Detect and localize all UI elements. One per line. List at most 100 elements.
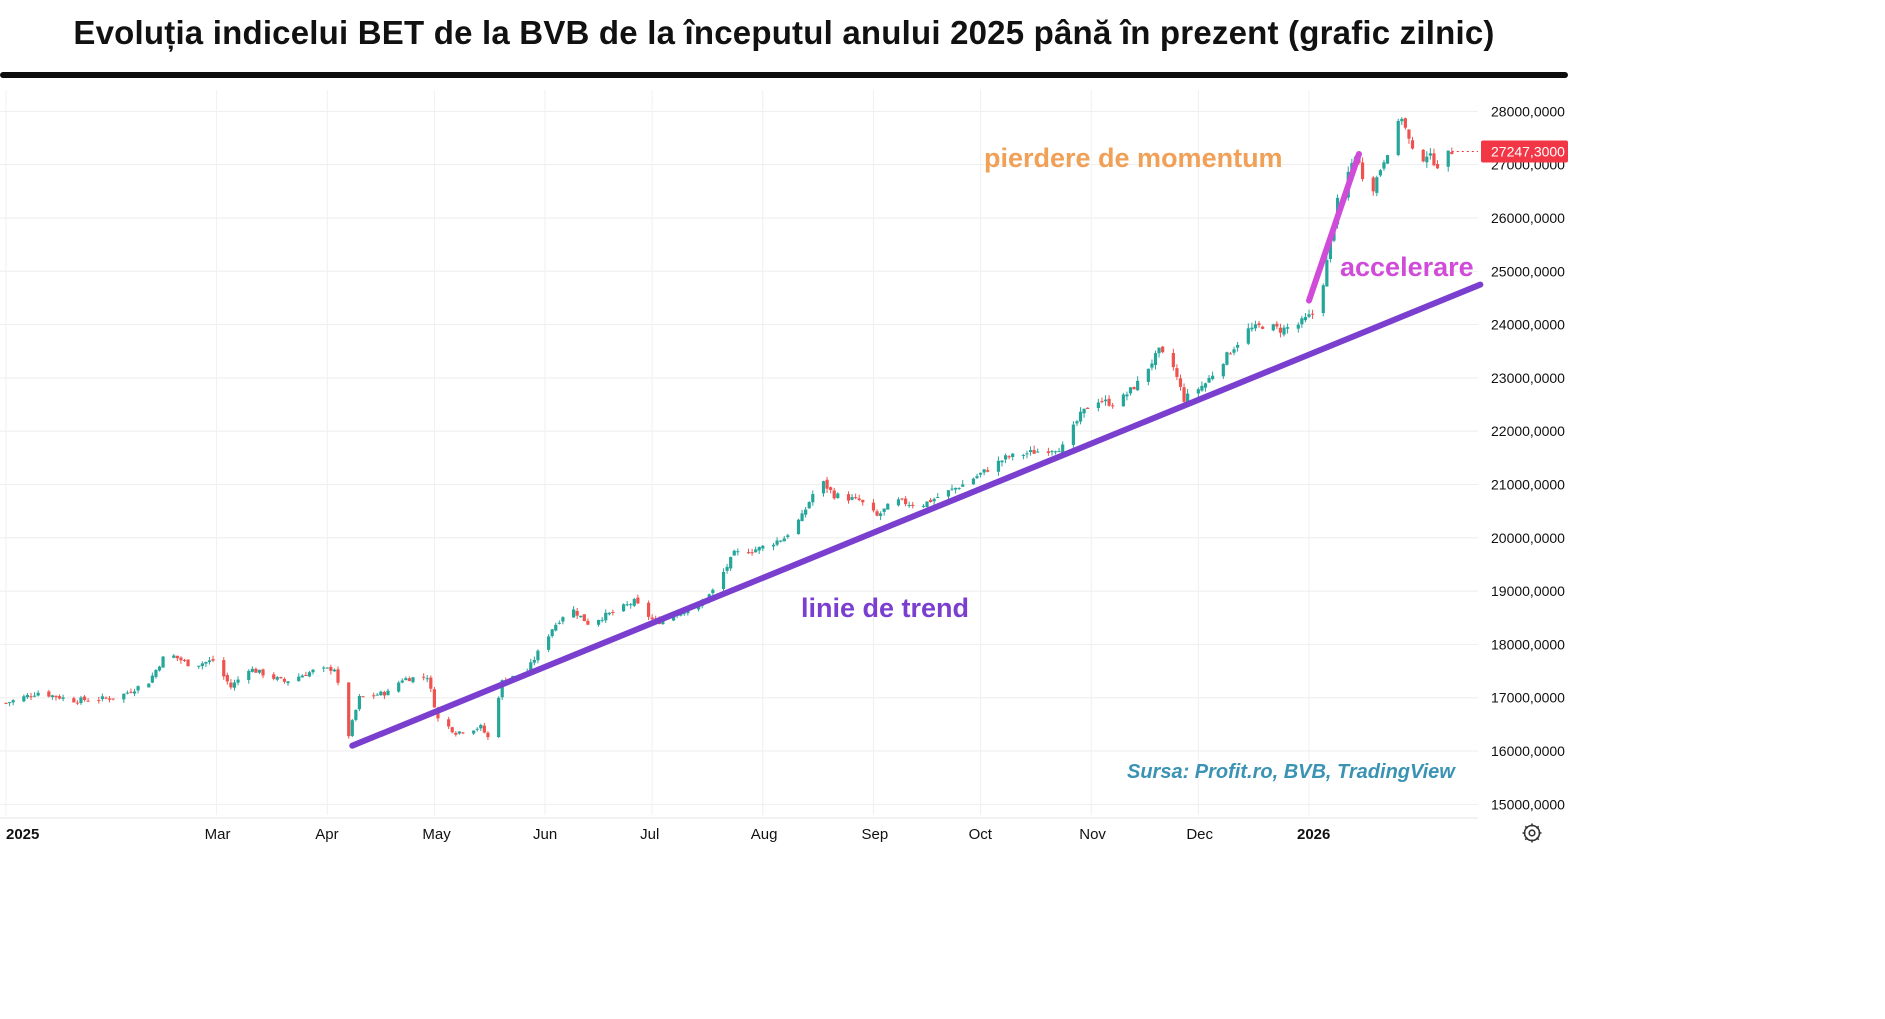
candle-body (536, 650, 540, 661)
candle-body (372, 695, 376, 697)
candle-body (836, 493, 840, 499)
candle-body (482, 725, 486, 733)
candle-body (311, 669, 315, 673)
candle-body (1246, 328, 1250, 344)
candle-body (721, 571, 726, 590)
candle-body (975, 476, 979, 479)
candle-body (132, 691, 137, 694)
candle-body (1053, 451, 1058, 453)
candle-body (982, 469, 986, 473)
y-tick-label: 15000,0000 (1491, 796, 1565, 812)
candle-body (1300, 318, 1304, 325)
candle-body (186, 659, 190, 667)
last-price-tag: 27247,3000 (1451, 140, 1568, 163)
candle-body (104, 697, 108, 699)
y-tick-label: 26000,0000 (1491, 210, 1565, 226)
candle-body (650, 617, 654, 620)
last-price-text: 27247,3000 (1491, 143, 1565, 159)
trendline (349, 281, 1484, 749)
candle-body (1036, 451, 1040, 453)
candle-body (1071, 424, 1075, 445)
candle-body (1378, 170, 1382, 176)
candle-body (529, 662, 533, 671)
candle-body (1057, 451, 1061, 453)
y-tick-label: 18000,0000 (1491, 636, 1565, 652)
y-tick-label: 28000,0000 (1491, 103, 1565, 119)
candle-body (953, 487, 958, 490)
candle-body (361, 696, 365, 698)
candle-body (1285, 327, 1290, 329)
drawn-lines (349, 150, 1484, 749)
candle-body (996, 460, 1001, 472)
y-tick-label: 25000,0000 (1491, 263, 1565, 279)
x-tick-label: Oct (969, 826, 993, 843)
candle-body (232, 682, 237, 688)
candle-body (25, 695, 30, 698)
x-tick-label: Jul (640, 826, 659, 843)
x-axis: 2025 Mar Apr May Jun Jul Aug Sep Oct Nov Dec 2026 (0, 817, 1478, 843)
candle-body (911, 504, 915, 506)
candle-body (422, 676, 426, 678)
candle-body (1146, 368, 1150, 382)
candle-body (804, 509, 808, 515)
candle-body (779, 540, 783, 542)
chart-title: Evoluția indicelui BET de la BVB de la î… (73, 14, 1495, 51)
candle-body (561, 617, 565, 622)
candle-body (900, 498, 904, 500)
candle-body (379, 691, 383, 696)
candle-body (200, 663, 204, 667)
candle-body (350, 720, 354, 736)
candle-body (1021, 455, 1026, 457)
candle-body (1046, 451, 1050, 453)
candle-body (4, 702, 8, 704)
candle-body (1132, 386, 1136, 390)
candle-body (1400, 118, 1404, 122)
candle-body (72, 698, 76, 703)
candle-body (204, 662, 208, 664)
gear-icon[interactable] (1521, 822, 1543, 844)
candle-body (857, 498, 861, 501)
candle-body (386, 690, 390, 696)
candle-body (936, 497, 940, 499)
x-tick-label: Apr (315, 826, 338, 843)
candle-body (1086, 407, 1090, 410)
candle-body (1310, 313, 1315, 315)
candle-body (1150, 363, 1154, 368)
candle-body (457, 731, 461, 734)
candle-body (1421, 149, 1425, 162)
x-tick-label: May (422, 826, 451, 843)
candle-body (921, 505, 926, 507)
candle-body (1278, 327, 1283, 333)
candle-body (1107, 398, 1111, 406)
candle-body (832, 490, 836, 499)
candle-body (1157, 347, 1161, 354)
candle-body (582, 614, 586, 622)
title-divider (0, 72, 1568, 78)
candle-body (886, 503, 890, 510)
y-axis: 15000,0000 16000,0000 17000,0000 18000,0000… (1491, 103, 1565, 812)
candle-body (1325, 259, 1329, 287)
candle-body (347, 682, 351, 737)
candle-body (1321, 285, 1325, 314)
candle-body (432, 689, 436, 708)
candle-body (97, 700, 101, 702)
bet-index-chart[interactable]: 15000,0000 16000,0000 17000,0000 18000,0000… (0, 0, 1568, 848)
candle-body (871, 502, 876, 511)
candle-body (950, 488, 954, 490)
candle-body (472, 730, 476, 734)
candle-body (336, 669, 340, 683)
candle-body (686, 610, 690, 614)
candle-body (586, 620, 590, 625)
candle-body (250, 668, 254, 672)
candle-body (932, 498, 936, 502)
y-tick-label: 24000,0000 (1491, 317, 1565, 333)
candlestick-series (4, 117, 1454, 741)
candle-body (1271, 324, 1275, 331)
candle-body (407, 678, 411, 682)
candle-body (1253, 324, 1258, 329)
candle-body (275, 677, 279, 680)
candle-body (1161, 346, 1165, 353)
candle-body (1178, 378, 1183, 387)
candle-body (1232, 349, 1236, 353)
candle-body (1171, 353, 1175, 368)
